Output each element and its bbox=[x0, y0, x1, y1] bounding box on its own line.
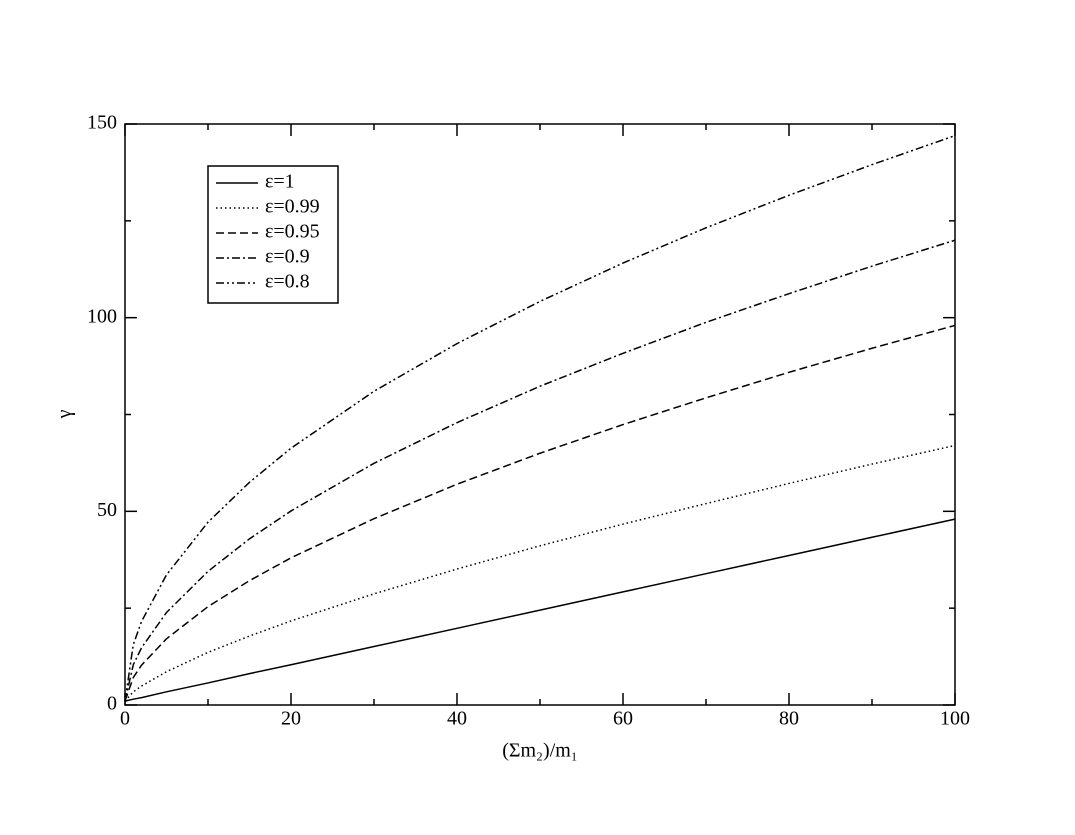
series-line bbox=[124, 518, 956, 702]
x-tick-label: 0 bbox=[120, 708, 130, 730]
legend-label: ε=0.9 bbox=[265, 246, 310, 268]
series-line bbox=[124, 324, 956, 702]
y-axis-label: γ bbox=[54, 409, 76, 419]
y-tick-label: 50 bbox=[97, 499, 117, 521]
x-tick-label: 60 bbox=[613, 708, 633, 730]
x-tick-label: 20 bbox=[281, 708, 301, 730]
x-tick-label: 40 bbox=[447, 708, 467, 730]
y-tick-label: 150 bbox=[87, 112, 117, 134]
legend-label: ε=1 bbox=[265, 171, 295, 193]
legend-label: ε=0.95 bbox=[265, 221, 320, 243]
y-tick-label: 100 bbox=[87, 305, 117, 327]
x-tick-label: 80 bbox=[779, 708, 799, 730]
y-tick-label: 0 bbox=[107, 693, 117, 715]
series-line bbox=[124, 444, 956, 702]
legend-label: ε=0.8 bbox=[265, 271, 310, 293]
series-line bbox=[124, 239, 956, 702]
x-axis-label: (Σm₂)/m₁ bbox=[502, 740, 578, 762]
x-tick-label: 100 bbox=[940, 708, 970, 730]
legend-label: ε=0.99 bbox=[265, 196, 320, 218]
legend-box bbox=[207, 165, 339, 304]
series-line bbox=[124, 134, 956, 702]
